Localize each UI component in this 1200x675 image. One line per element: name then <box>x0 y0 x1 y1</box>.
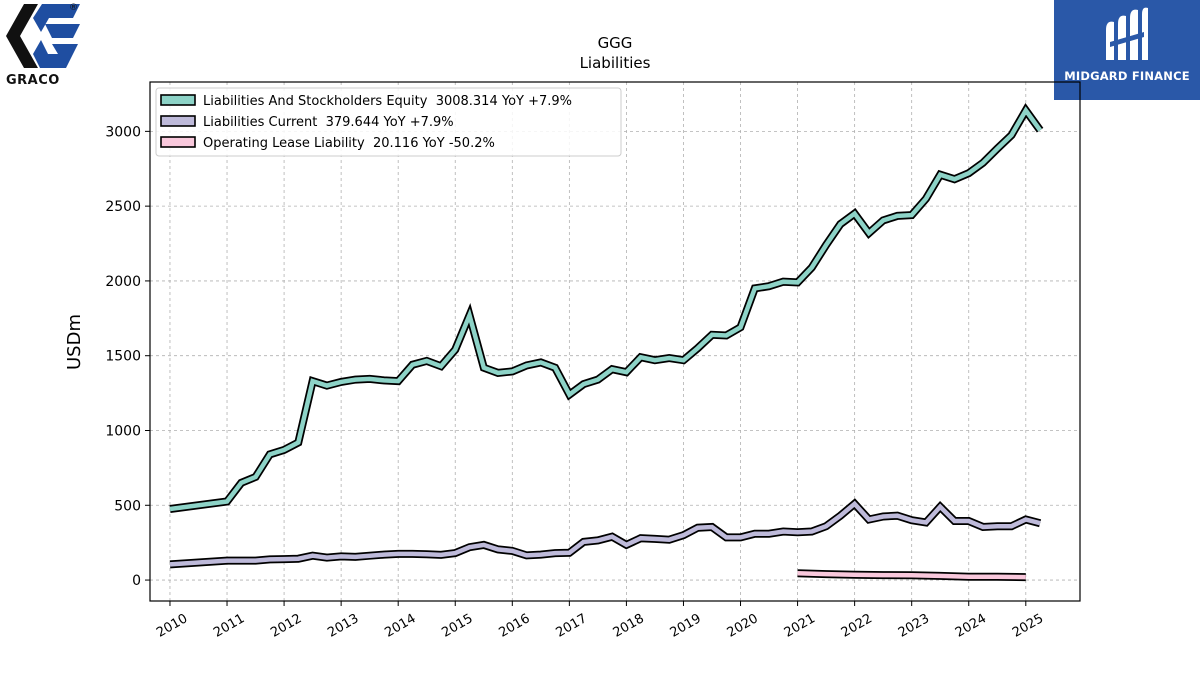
chart-title: GGG <box>598 34 633 52</box>
x-tick-label: 2024 <box>953 611 989 641</box>
midgard-finance-text: MIDGARD FINANCE <box>1064 69 1190 83</box>
chart-subtitle: Liabilities <box>580 54 651 72</box>
plot-area <box>169 103 1044 582</box>
graco-logo: ® GRACO <box>0 0 90 92</box>
legend-label: Operating Lease Liability 20.116 YoY -50… <box>203 136 495 151</box>
series-line-outline <box>169 498 1042 569</box>
series-1 <box>169 103 1044 513</box>
y-tick-label: 500 <box>114 498 141 514</box>
x-tick-label: 2011 <box>211 611 247 641</box>
y-tick-label: 1000 <box>105 423 141 439</box>
x-tick-label: 2023 <box>896 611 932 641</box>
x-tick-label: 2022 <box>839 611 875 641</box>
x-tick-label: 2012 <box>268 611 304 641</box>
legend-label: Liabilities Current 379.644 YoY +7.9% <box>203 115 454 130</box>
series-line <box>169 500 1041 567</box>
y-tick-label: 3000 <box>105 124 141 140</box>
y-tick-label: 1500 <box>105 349 141 365</box>
x-tick-label: 2017 <box>554 611 590 641</box>
y-tick-label: 0 <box>132 573 141 589</box>
x-tick-label: 2018 <box>611 611 647 641</box>
x-tick-label: 2021 <box>782 611 818 641</box>
registered-mark: ® <box>69 3 78 13</box>
x-tick-label: 2019 <box>668 611 704 641</box>
midgard-logo-mark-icon <box>1106 7 1148 61</box>
legend: Liabilities And Stockholders Equity 3008… <box>155 87 622 157</box>
series-2 <box>169 498 1042 569</box>
x-tick-label: 2010 <box>154 611 190 641</box>
plot-frame <box>149 81 1081 602</box>
series-line <box>797 571 1026 580</box>
x-tick-label: 2013 <box>325 611 361 641</box>
x-tick-label: 2014 <box>382 611 418 641</box>
legend-swatch <box>160 115 196 127</box>
y-axis-label: USDm <box>64 314 85 370</box>
x-tick-label: 2025 <box>1010 611 1046 641</box>
y-tick-label: 2500 <box>105 199 141 215</box>
x-tick-label: 2020 <box>725 611 761 641</box>
x-tick-label: 2016 <box>496 611 532 641</box>
series-3 <box>797 569 1026 582</box>
series-line <box>169 106 1042 512</box>
graco-logo-text: GRACO <box>6 73 60 88</box>
x-tick-label: 2015 <box>439 611 475 641</box>
legend-swatch <box>160 94 196 106</box>
legend-box <box>155 87 622 157</box>
grid <box>150 82 1080 601</box>
graco-logo-mark-icon <box>6 4 80 68</box>
series-line-outline <box>169 103 1044 513</box>
midgard-finance-logo: MIDGARD FINANCE <box>1054 0 1200 100</box>
legend-label: Liabilities And Stockholders Equity 3008… <box>203 94 572 109</box>
legend-swatch <box>160 136 196 148</box>
y-tick-label: 2000 <box>105 274 141 290</box>
